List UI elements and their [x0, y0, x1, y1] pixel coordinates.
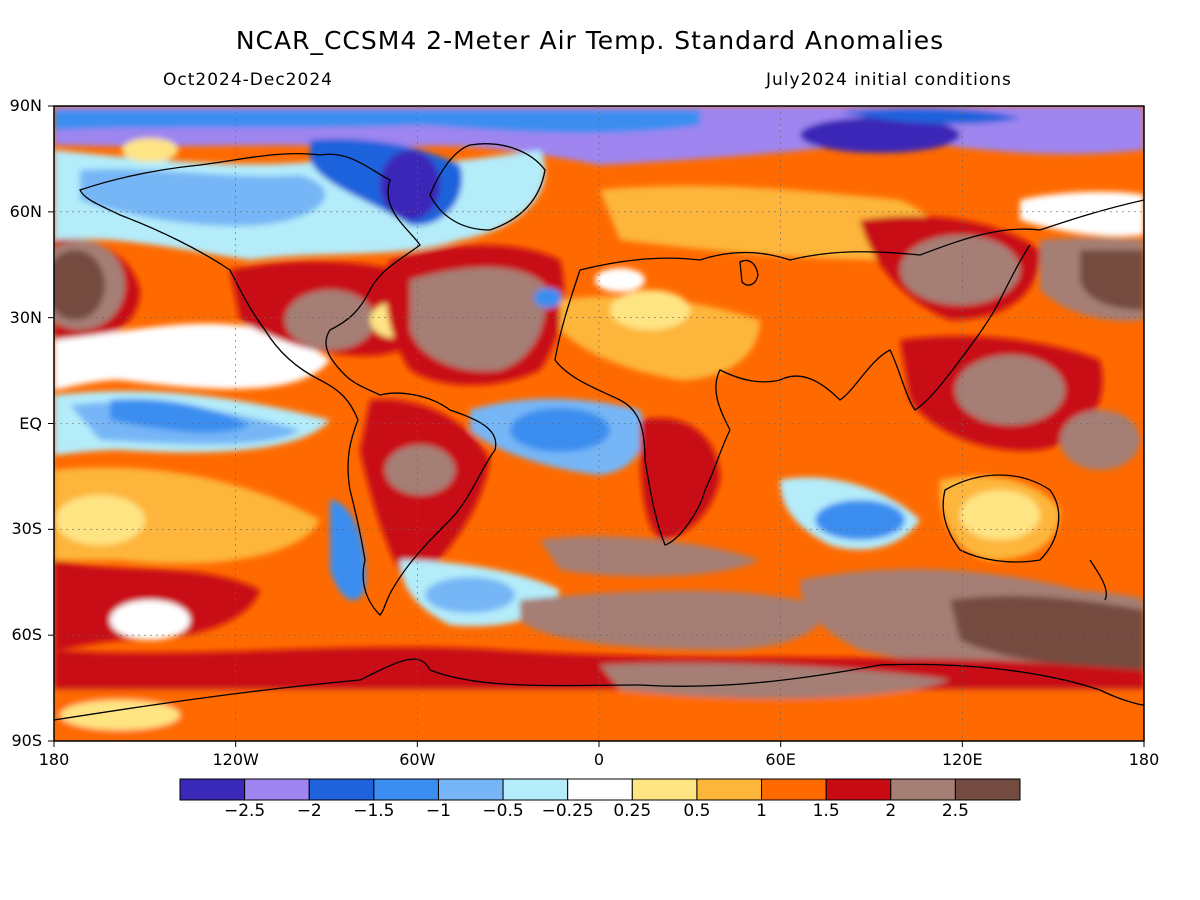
lon-label: 60W: [399, 750, 436, 769]
lat-label: 30S: [11, 519, 42, 539]
lon-label: 180: [38, 750, 70, 769]
colorbar-swatch: [373, 778, 439, 801]
colorbar-swatch: [567, 778, 633, 801]
lat-label: 60N: [9, 201, 42, 221]
colorbar-swatch: [308, 778, 375, 801]
coastlines: [54, 143, 1144, 721]
pacific-neutral: [54, 323, 330, 390]
lat-label: EQ: [19, 413, 42, 433]
colorbar-swatch: [437, 778, 504, 801]
lon-label: 60E: [765, 750, 796, 769]
colorbar-swatch: [631, 778, 698, 801]
forecast-period: Oct2024-Dec2024: [163, 70, 333, 90]
antarctic-anomaly: [54, 690, 1144, 741]
americas-coast: [79, 153, 497, 616]
colorbar-label: −0.25: [541, 801, 594, 821]
colorbar-label: 2.5: [941, 801, 969, 821]
axis-ticks: [48, 105, 1145, 747]
colorbar-label: 0.25: [613, 801, 652, 821]
siberia-cold-core: [800, 117, 960, 153]
colorbar-label: −2.5: [223, 801, 266, 821]
lat-label: 90S: [11, 731, 42, 750]
south-america-west-cool: [330, 500, 366, 601]
map-title: NCAR_CCSM4 2-Meter Air Temp. Standard An…: [235, 26, 945, 55]
colorbar-swatch: [890, 778, 956, 801]
colorbar-label: −2: [296, 801, 322, 821]
lat-label: 60S: [11, 625, 42, 645]
lat-label: 90N: [9, 96, 42, 115]
colorbar-label: 2: [885, 801, 897, 821]
lon-label: 0: [593, 750, 605, 769]
colorbar-swatch: [696, 778, 763, 801]
colorbar-label: 0.5: [683, 801, 711, 821]
graticule: [54, 106, 1144, 741]
arctic-blue: [54, 110, 700, 133]
greenland-coast: [429, 143, 546, 231]
lon-label: 120W: [212, 750, 259, 769]
colorbar-swatch: [244, 778, 310, 801]
australia-coast: [942, 474, 1060, 563]
lon-label: 120E: [942, 750, 983, 769]
colorbar-swatch: [825, 778, 892, 801]
lon-label: 180: [1128, 750, 1160, 769]
lat-label: 30N: [9, 307, 42, 327]
colorbar-label: 1.5: [812, 801, 840, 821]
colorbar-swatch: [954, 778, 1021, 801]
colorbar: [179, 778, 1021, 801]
colorbar-label: −1.5: [353, 801, 395, 821]
eurasia-africa-coast: [554, 199, 1144, 546]
colorbar-swatch: [179, 778, 246, 801]
colorbar-label: −1: [425, 801, 451, 821]
colorbar-label: −0.5: [482, 801, 524, 821]
antarctica-coast: [54, 658, 1144, 721]
colorbar-swatch: [502, 778, 569, 801]
initial-conditions: July2024 initial conditions: [766, 70, 1012, 90]
colorbar-label: 1: [756, 801, 767, 821]
colorbar-swatch: [761, 778, 827, 801]
